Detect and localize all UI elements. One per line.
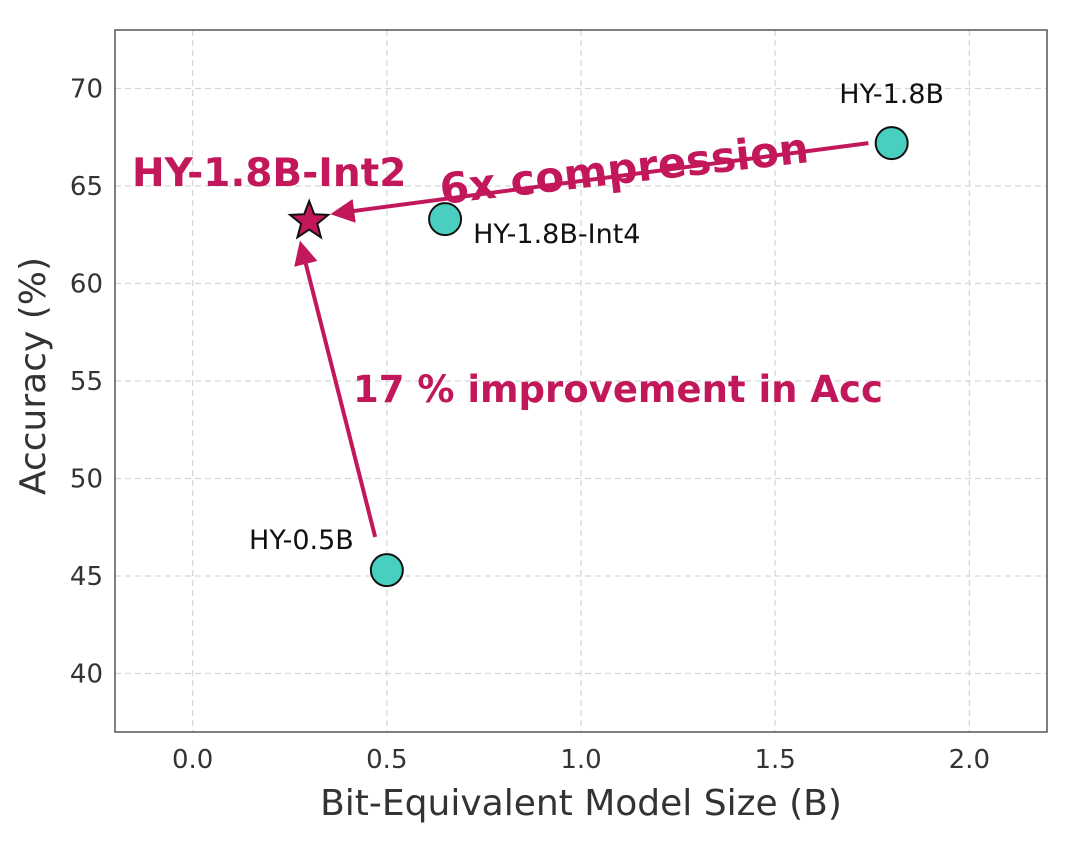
x-tick-label: 1.5 (754, 745, 795, 775)
point-circle (428, 202, 463, 237)
point-star (287, 198, 331, 240)
x-tick-label: 0.5 (366, 745, 407, 775)
x-axis-title: Bit-Equivalent Model Size (B) (320, 783, 842, 824)
y-tick-label: 70 (70, 75, 103, 105)
grid (115, 30, 1047, 732)
y-tick-label: 65 (70, 172, 103, 202)
y-tick-label: 40 (70, 660, 103, 690)
x-tick-label: 2.0 (949, 745, 990, 775)
y-tick-label: 45 (70, 562, 103, 592)
point-label: HY-1.8B-Int4 (473, 219, 640, 250)
x-tick-label: 0.0 (172, 745, 213, 775)
annotation-arrow (330, 141, 869, 223)
data-points (287, 126, 909, 588)
point-labels: HY-1.8B HY-1.8B-Int4 HY-0.5B HY-1.8B-Int2 (132, 79, 944, 556)
point-label: HY-0.5B (249, 525, 354, 556)
x-tick-label: 1.0 (560, 745, 601, 775)
point-circle (369, 553, 404, 588)
point-circle (874, 126, 909, 161)
y-axis-title: Accuracy (%) (13, 257, 54, 495)
point-label: HY-1.8B-Int2 (132, 151, 406, 196)
annotation-arrow (294, 240, 378, 538)
x-ticks: 0.0 0.5 1.0 1.5 2.0 (172, 745, 990, 775)
plot-frame (114, 29, 1048, 733)
annotation-text: 6x compression (437, 123, 811, 214)
y-tick-label: 60 (70, 270, 103, 300)
point-label: HY-1.8B (839, 79, 944, 110)
annotation-text: 17 % improvement in Acc (353, 368, 883, 411)
y-ticks: 40 45 50 55 60 65 70 (70, 75, 103, 690)
y-tick-label: 55 (70, 367, 103, 397)
y-tick-label: 50 (70, 465, 103, 495)
